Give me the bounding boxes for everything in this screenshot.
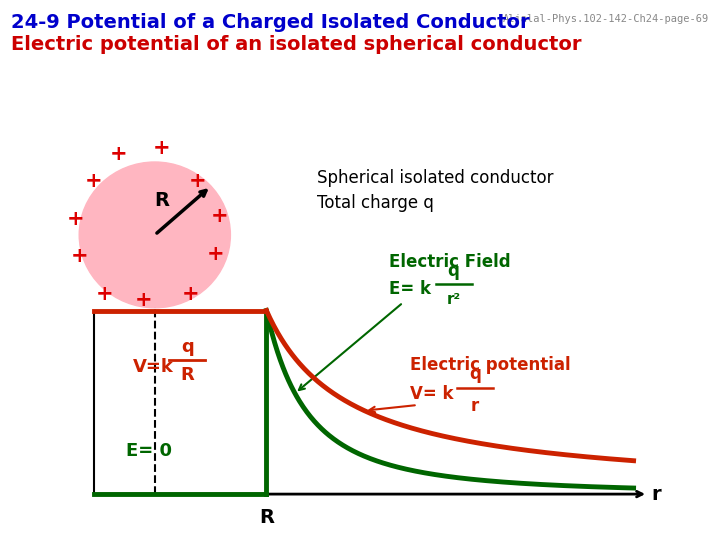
Text: +: + <box>135 289 153 310</box>
Text: R: R <box>180 366 194 383</box>
Ellipse shape <box>79 162 230 308</box>
Text: +: + <box>153 138 171 159</box>
Text: +: + <box>71 246 88 267</box>
Text: +: + <box>207 244 225 264</box>
Text: E= 0: E= 0 <box>126 442 172 460</box>
Text: Total charge q: Total charge q <box>317 193 433 212</box>
Text: +: + <box>85 171 102 191</box>
Text: +: + <box>211 206 228 226</box>
Text: +: + <box>110 144 127 164</box>
Text: +: + <box>189 171 207 191</box>
Text: E= k: E= k <box>389 280 431 298</box>
Text: r: r <box>652 484 661 504</box>
Text: +: + <box>96 284 113 305</box>
Text: R: R <box>259 508 274 526</box>
Text: V=k: V=k <box>133 358 174 376</box>
Text: q: q <box>181 339 194 356</box>
Text: 24-9 Potential of a Charged Isolated Conductor: 24-9 Potential of a Charged Isolated Con… <box>11 14 529 32</box>
Text: r²: r² <box>446 292 461 307</box>
Text: Spherical isolated conductor: Spherical isolated conductor <box>317 169 553 187</box>
Text: R: R <box>154 191 169 210</box>
Text: Electric potential of an isolated spherical conductor: Electric potential of an isolated spheri… <box>11 35 581 54</box>
Text: q: q <box>448 262 459 280</box>
Text: Electric Field: Electric Field <box>389 253 510 271</box>
Text: V= k: V= k <box>410 385 454 403</box>
Text: q: q <box>469 366 481 383</box>
Text: Aljalal-Phys.102-142-Ch24-page-69: Aljalal-Phys.102-142-Ch24-page-69 <box>503 14 709 24</box>
Text: +: + <box>182 284 199 305</box>
Text: +: + <box>67 208 84 229</box>
Text: Electric potential: Electric potential <box>410 355 571 374</box>
Text: r: r <box>471 397 480 415</box>
